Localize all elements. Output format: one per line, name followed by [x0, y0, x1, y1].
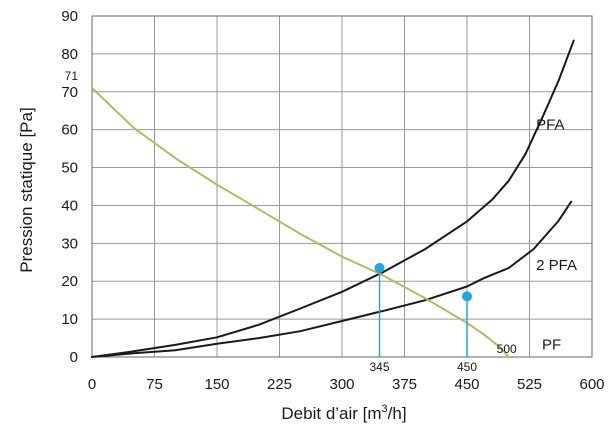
y-tick-label-7: 70 — [61, 84, 78, 101]
annotation-500: 500 — [497, 342, 517, 356]
x-tick-label-0: 0 — [88, 376, 96, 393]
y-tick-label-0: 0 — [70, 349, 78, 366]
x-tick-label-6: 450 — [454, 376, 479, 393]
series-label-1: 2 PFA — [536, 257, 577, 274]
x-tick-label-2: 150 — [204, 376, 229, 393]
y-axis-title: Pression statique [Pa] — [17, 107, 36, 272]
plot-frame — [91, 15, 593, 358]
series-label-0: PFA — [536, 117, 564, 134]
series-label-2: PF — [542, 336, 561, 353]
operating-points — [374, 262, 472, 357]
x-tick-label-7: 525 — [517, 376, 542, 393]
x-tick-label-8: 600 — [579, 376, 604, 393]
x-tick-label-4: 300 — [329, 376, 354, 393]
x-tick-label-1: 75 — [146, 376, 163, 393]
y-tick-label-6: 60 — [61, 122, 78, 139]
operating-point-0 — [374, 262, 385, 273]
grid — [91, 15, 593, 358]
x-axis-title: Debit d’air [m3/h] — [281, 403, 406, 423]
y-tick-label-1: 10 — [61, 311, 78, 328]
series-line-1 — [91, 200, 573, 358]
series-line-0 — [91, 39, 575, 358]
tick-labels: 345 450 0 75 150 225 300 375 450 525 600 0 10 20 30 40 5… — [61, 8, 604, 393]
y-tick-label-4: 40 — [61, 197, 78, 214]
x-tick-label-3: 225 — [267, 376, 292, 393]
operating-point-label-1: 450 — [457, 360, 477, 374]
annotation-71: 71 — [65, 69, 79, 83]
x-tick-label-5: 375 — [392, 376, 417, 393]
operating-point-label-0: 345 — [369, 360, 389, 374]
y-tick-label-2: 20 — [61, 273, 78, 290]
series-line-2 — [91, 87, 510, 358]
series-labels: PFA 2 PFA PF — [536, 117, 577, 354]
y-tick-label-5: 50 — [61, 160, 78, 177]
operating-point-1 — [462, 291, 472, 302]
y-tick-label-9: 90 — [61, 8, 78, 25]
y-tick-label-3: 30 — [61, 235, 78, 252]
y-tick-label-8: 80 — [61, 46, 78, 63]
series-layer — [91, 39, 575, 358]
